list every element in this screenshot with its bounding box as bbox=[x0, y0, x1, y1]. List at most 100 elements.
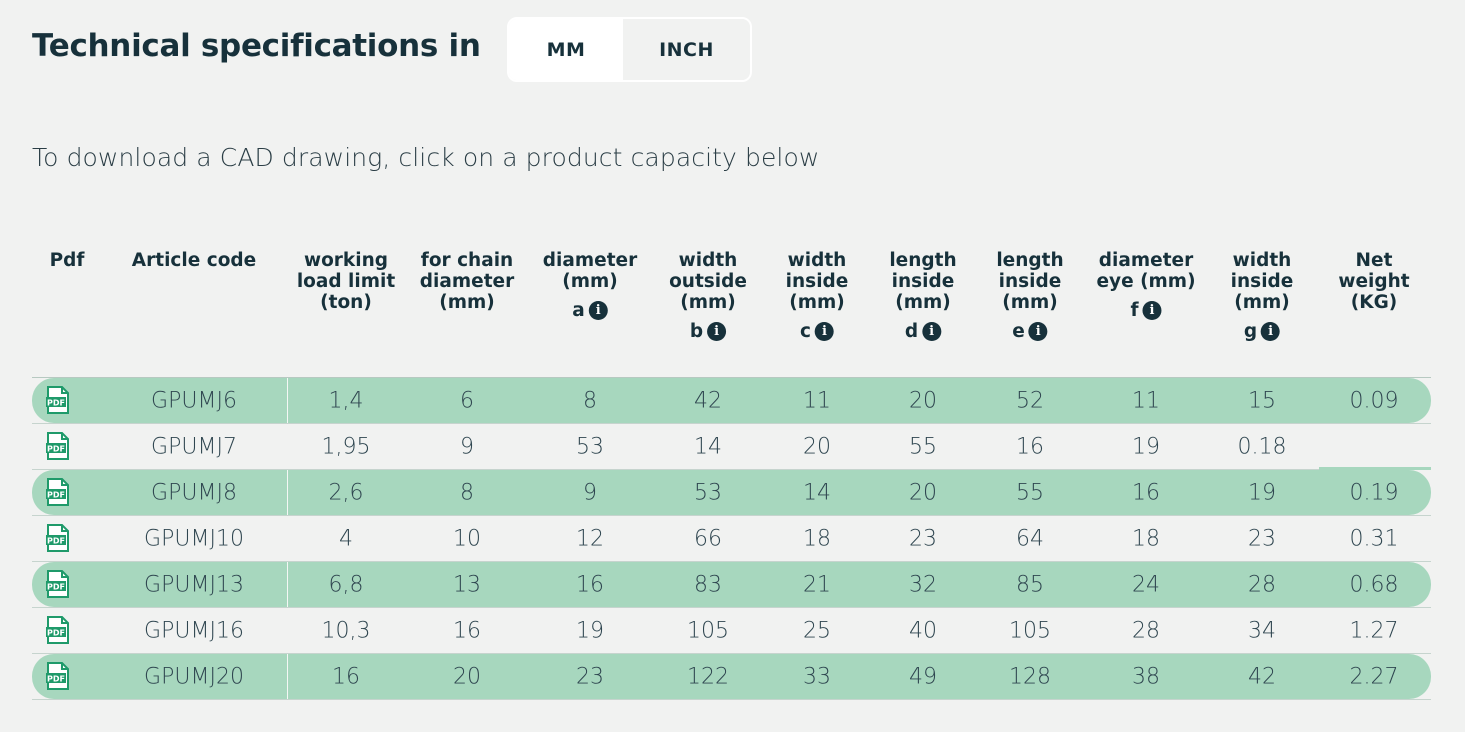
table-cell: 105 bbox=[687, 618, 729, 643]
table-cell: 18 bbox=[803, 526, 831, 551]
table-cell: 53 bbox=[694, 480, 722, 505]
table-cell: 19 bbox=[1248, 480, 1276, 505]
svg-text:PDF: PDF bbox=[47, 490, 65, 499]
table-cell: 34 bbox=[1248, 618, 1276, 643]
article-code-link[interactable]: GPUMJ6 bbox=[151, 388, 237, 413]
column-divider bbox=[287, 562, 288, 607]
table-cell: 15 bbox=[1248, 388, 1276, 413]
dimension-letter-text: g bbox=[1243, 321, 1258, 342]
column-divider bbox=[287, 470, 288, 515]
column-header-11: Net weight (KG) bbox=[1338, 250, 1409, 313]
pdf-file-icon[interactable]: PDF bbox=[46, 570, 70, 599]
row-highlight bbox=[32, 470, 1431, 515]
table-cell: 53 bbox=[576, 434, 604, 459]
article-code-link[interactable]: GPUMJ16 bbox=[144, 618, 244, 643]
svg-text:PDF: PDF bbox=[47, 536, 65, 545]
table-cell: 11 bbox=[803, 388, 831, 413]
inch-unit-button[interactable]: INCH bbox=[623, 19, 750, 80]
pdf-file-icon[interactable]: PDF bbox=[46, 662, 70, 691]
table-cell: 6 bbox=[460, 388, 474, 413]
table-row[interactable]: PDF GPUMJ16 10,3 16 19 105 25 40 105 28 34 1.27 bbox=[32, 608, 1431, 654]
info-icon[interactable]: i bbox=[588, 301, 608, 320]
table-row[interactable]: PDF GPUMJ7 1,95 9 53 14 20 55 16 19 0.18 bbox=[32, 424, 1431, 470]
pdf-file-icon[interactable]: PDF bbox=[46, 616, 70, 645]
pdf-file-icon[interactable]: PDF bbox=[46, 432, 70, 461]
pdf-file-icon[interactable]: PDF bbox=[46, 524, 70, 553]
column-header-label: Pdf bbox=[49, 250, 85, 271]
article-code-link[interactable]: GPUMJ8 bbox=[151, 480, 237, 505]
table-cell: 64 bbox=[1016, 526, 1044, 551]
column-header-label: for chain diameter (mm) bbox=[419, 250, 515, 313]
table-cell: 8 bbox=[460, 480, 474, 505]
column-header-3: for chain diameter (mm) bbox=[420, 250, 514, 313]
dimension-letter-text: c bbox=[800, 321, 811, 342]
column-header-label: diameter (mm) bbox=[542, 250, 638, 292]
table-cell: 0.31 bbox=[1349, 526, 1399, 551]
table-row[interactable]: PDF GPUMJ8 2,6 8 9 53 14 20 55 16 19 0.19 bbox=[32, 467, 1431, 516]
table-row[interactable]: PDF GPUMJ13 6,8 13 16 83 21 32 85 24 28 0.68 bbox=[32, 562, 1431, 608]
table-cell: 12 bbox=[576, 526, 604, 551]
info-icon[interactable]: i bbox=[1142, 301, 1162, 320]
table-cell: 20 bbox=[909, 388, 937, 413]
article-code-link[interactable]: GPUMJ13 bbox=[144, 572, 244, 597]
table-cell: 66 bbox=[694, 526, 722, 551]
table-cell: 24 bbox=[1132, 572, 1160, 597]
table-cell: 2.27 bbox=[1349, 664, 1399, 689]
table-cell: 1.27 bbox=[1349, 618, 1399, 643]
table-cell: 1,95 bbox=[321, 434, 371, 459]
table-cell: 0.19 bbox=[1349, 480, 1399, 505]
info-icon[interactable]: i bbox=[814, 322, 834, 341]
column-header-label: length inside (mm) bbox=[889, 250, 957, 313]
table-cell: 25 bbox=[803, 618, 831, 643]
table-cell: 16 bbox=[453, 618, 481, 643]
table-cell: 83 bbox=[694, 572, 722, 597]
table-cell: 10,3 bbox=[321, 618, 371, 643]
table-cell: 49 bbox=[909, 664, 937, 689]
table-row[interactable]: PDF GPUMJ20 16 20 23 122 33 49 128 38 42 2.27 bbox=[32, 654, 1431, 700]
table-cell: 14 bbox=[803, 480, 831, 505]
table-cell: 122 bbox=[687, 664, 729, 689]
column-header-label: Net weight (KG) bbox=[1338, 250, 1410, 313]
info-icon[interactable]: i bbox=[922, 322, 942, 341]
column-header-5: width outside (mm) b i bbox=[669, 250, 747, 342]
article-code-link[interactable]: GPUMJ20 bbox=[144, 664, 244, 689]
table-cell: 33 bbox=[803, 664, 831, 689]
table-cell: 14 bbox=[694, 434, 722, 459]
info-icon[interactable]: i bbox=[707, 322, 727, 341]
table-cell: 9 bbox=[460, 434, 474, 459]
pdf-file-icon[interactable]: PDF bbox=[46, 478, 70, 507]
column-header-label: width inside (mm) bbox=[1230, 250, 1294, 313]
row-highlight bbox=[32, 562, 1431, 607]
column-header-8: length inside (mm) e i bbox=[996, 250, 1063, 342]
pdf-file-icon[interactable]: PDF bbox=[46, 386, 70, 415]
column-header-1: Article code bbox=[132, 250, 256, 271]
row-highlight-edge bbox=[1319, 467, 1431, 470]
column-header-label: Article code bbox=[131, 250, 257, 271]
table-cell: 38 bbox=[1132, 664, 1160, 689]
cad-download-hint: To download a CAD drawing, click on a pr… bbox=[32, 143, 820, 172]
info-icon[interactable]: i bbox=[1028, 322, 1048, 341]
mm-unit-button[interactable]: MM bbox=[509, 19, 623, 80]
dimension-letter-text: f bbox=[1130, 300, 1139, 321]
svg-text:PDF: PDF bbox=[47, 398, 65, 407]
table-cell: 20 bbox=[909, 480, 937, 505]
table-cell: 128 bbox=[1009, 664, 1051, 689]
row-highlight bbox=[32, 378, 1431, 423]
page-title: Technical specifications in bbox=[32, 28, 481, 64]
info-icon[interactable]: i bbox=[1261, 322, 1281, 341]
column-header-2: working load limit (ton) bbox=[297, 250, 395, 313]
table-cell: 6,8 bbox=[328, 572, 364, 597]
article-code-link[interactable]: GPUMJ7 bbox=[151, 434, 237, 459]
article-code-link[interactable]: GPUMJ10 bbox=[144, 526, 244, 551]
column-header-4: diameter (mm) a i bbox=[543, 250, 637, 321]
table-row[interactable]: PDF GPUMJ6 1,4 6 8 42 11 20 52 11 15 0.09 bbox=[32, 378, 1431, 424]
dimension-letter-text: b bbox=[689, 321, 704, 342]
table-cell: 0.09 bbox=[1349, 388, 1399, 413]
table-cell: 1,4 bbox=[328, 388, 364, 413]
table-cell: 28 bbox=[1248, 572, 1276, 597]
table-row[interactable]: PDF GPUMJ10 4 10 12 66 18 23 64 18 23 0.31 bbox=[32, 516, 1431, 562]
